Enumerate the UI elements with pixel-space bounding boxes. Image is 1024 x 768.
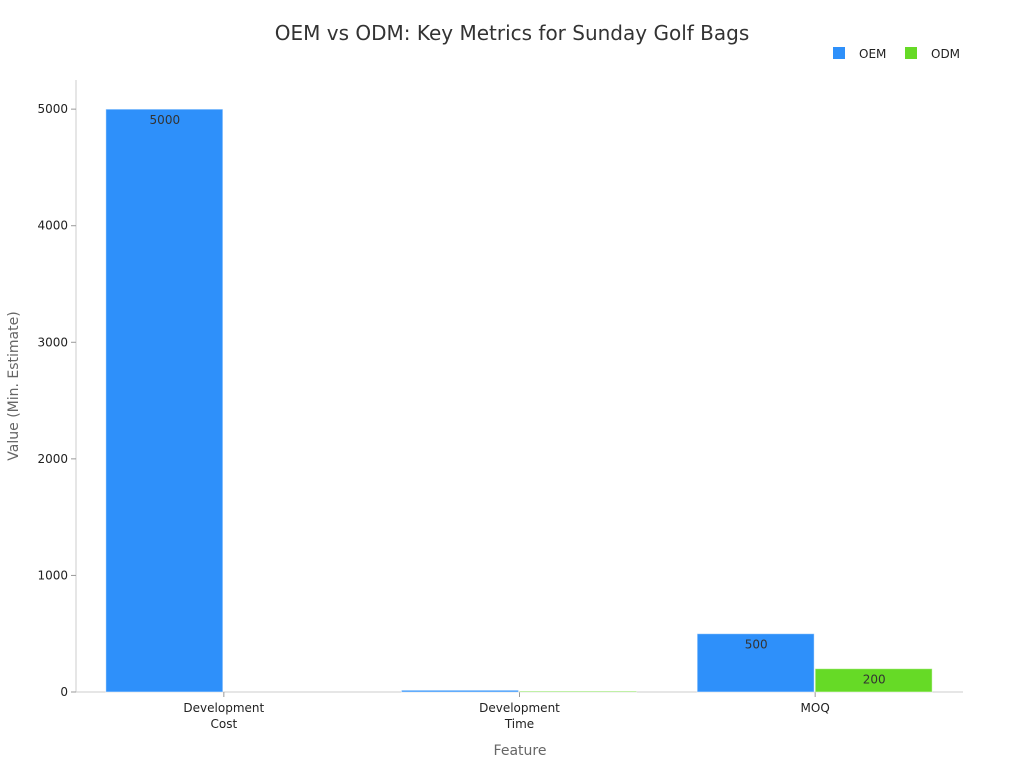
x-tick-label: Development Cost: [183, 701, 264, 731]
y-tick-label: 3000: [37, 335, 68, 349]
x-axis-title: Feature: [494, 743, 547, 759]
legend-swatch-oem: [833, 47, 845, 59]
y-tick-label: 1000: [37, 568, 68, 582]
y-tick-label: 4000: [37, 219, 68, 233]
x-tick-label: MOQ: [801, 701, 830, 715]
y-axis: 0 1000 2000 3000 4000 5000: [37, 80, 77, 699]
bars: [105, 108, 933, 693]
y-axis-title: Value (Min. Estimate): [6, 311, 22, 460]
bar-odm: [814, 668, 933, 693]
data-label: 500: [745, 638, 768, 652]
bar-oem: [696, 633, 815, 693]
y-tick-label: 0: [60, 685, 68, 699]
data-labels: 5000 500 200: [150, 113, 886, 687]
legend-label-odm: ODM: [931, 47, 960, 61]
bar-oem: [105, 108, 224, 693]
chart-title: OEM vs ODM: Key Metrics for Sunday Golf …: [275, 21, 750, 45]
data-label: 5000: [150, 113, 181, 127]
y-tick-label: 5000: [37, 102, 68, 116]
legend-swatch-odm: [905, 47, 917, 59]
y-tick-label: 2000: [37, 452, 68, 466]
bar-odm: [519, 690, 637, 693]
data-label: 200: [863, 673, 886, 687]
legend-label-oem: OEM: [859, 47, 886, 61]
bar-oem: [401, 689, 519, 693]
legend: OEM ODM: [833, 47, 960, 61]
x-axis: Development Cost Development Time MOQ: [76, 691, 963, 731]
x-tick-label: Development Time: [479, 701, 560, 731]
